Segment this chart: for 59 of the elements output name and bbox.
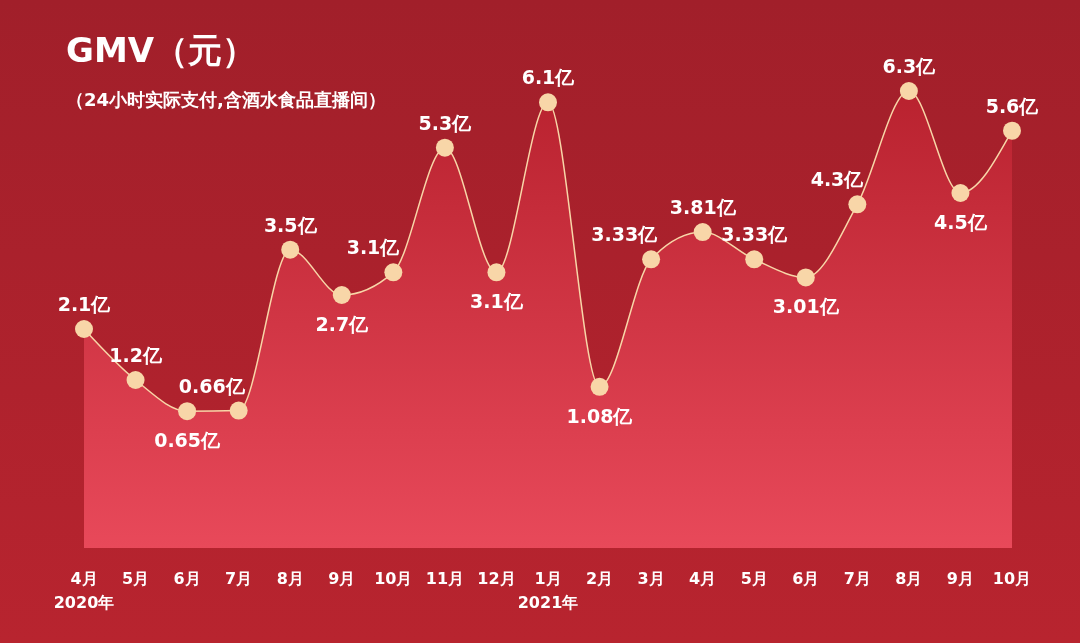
point xyxy=(951,184,970,202)
point xyxy=(642,250,661,269)
x-tick-label: 8月 xyxy=(276,569,304,588)
x-tick-label: 8月 xyxy=(895,569,923,588)
x-tick-label: 4月 xyxy=(689,569,717,588)
x-tick-label: 4月 2020年 xyxy=(53,569,115,612)
x-tick-label: 5月 xyxy=(121,569,150,588)
data-label: 6.1亿 xyxy=(521,66,576,89)
data-label: 1.2亿 xyxy=(109,344,163,366)
point xyxy=(848,195,867,214)
point xyxy=(229,401,248,420)
x-tick-label: 6月 xyxy=(173,569,201,588)
data-label: 2.7亿 xyxy=(315,313,370,335)
point xyxy=(487,263,506,282)
data-label: 0.66亿 xyxy=(178,374,246,397)
point xyxy=(178,402,197,421)
point xyxy=(745,250,764,269)
data-label: 3.81亿 xyxy=(669,196,737,219)
data-label: 3.5亿 xyxy=(263,213,318,236)
x-tick-label: 10月 xyxy=(992,569,1032,588)
data-label: 3.1亿 xyxy=(470,290,524,313)
point xyxy=(435,138,454,157)
data-label: 4.3亿 xyxy=(810,168,865,191)
x-tick-label: 9月 xyxy=(946,569,975,588)
point xyxy=(332,286,351,304)
point xyxy=(126,371,145,389)
x-tick-label: 5月 xyxy=(740,569,768,588)
chart-title: GMV（元） xyxy=(66,30,257,70)
x-tick-label: 7月 xyxy=(225,569,253,588)
point xyxy=(796,268,815,287)
point xyxy=(384,263,403,282)
x-tick-label: 6月 xyxy=(792,569,820,588)
x-tick-label: 12月 xyxy=(477,569,516,588)
data-label: 5.6亿 xyxy=(985,94,1040,117)
x-tick-label: 3月 xyxy=(637,569,665,588)
data-label: 1.08亿 xyxy=(566,404,634,427)
point xyxy=(75,320,93,338)
x-tick-label: 9月 xyxy=(328,569,356,588)
data-label: 6.3亿 xyxy=(882,55,937,77)
x-tick-label: 2月 xyxy=(585,569,614,588)
x-tick-label: 10月 xyxy=(374,569,413,588)
data-label: 5.3亿 xyxy=(418,111,473,134)
x-tick-label: 1月 2021年 xyxy=(517,569,579,612)
data-label: 3.33亿 xyxy=(721,223,789,246)
chart-subtitle: （24小时实际支付,含酒水食品直播间） xyxy=(66,89,386,110)
data-label: 4.5亿 xyxy=(934,211,988,233)
point xyxy=(281,240,300,259)
data-label: 3.01亿 xyxy=(772,295,840,318)
x-tick-label: 11月 xyxy=(425,569,465,588)
data-label: 0.65亿 xyxy=(154,429,222,452)
data-label: 2.1亿 xyxy=(57,293,112,315)
point xyxy=(539,93,557,112)
point xyxy=(590,377,609,396)
data-label: 3.33亿 xyxy=(591,223,659,246)
point xyxy=(693,223,712,242)
data-label: 3.1亿 xyxy=(346,236,401,259)
point xyxy=(899,82,918,100)
x-tick-label: 7月 xyxy=(843,569,871,588)
point xyxy=(1003,121,1021,140)
